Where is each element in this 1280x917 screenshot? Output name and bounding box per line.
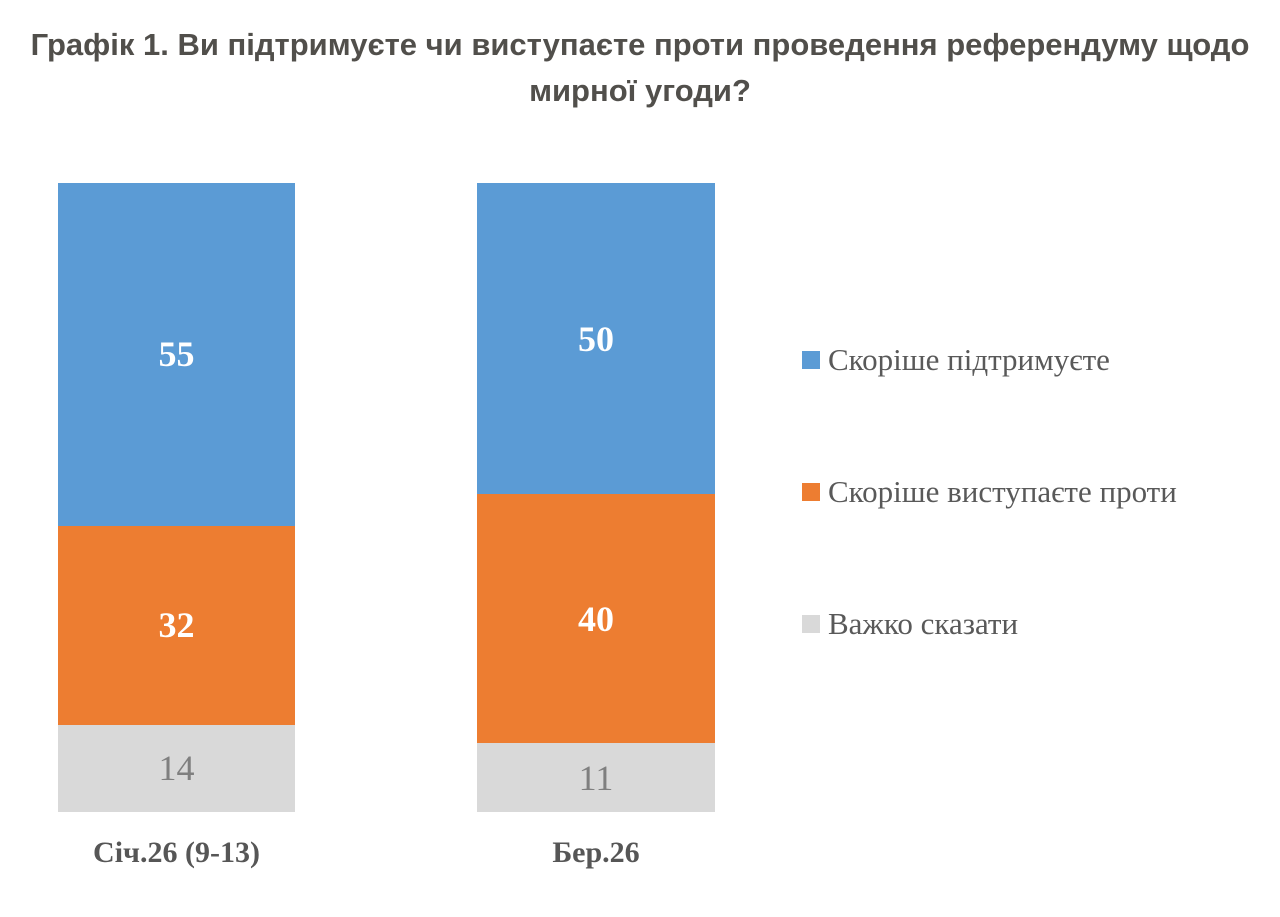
bar-value-label: 40: [578, 598, 614, 639]
bar-value-label: 55: [158, 334, 195, 375]
bar-value-label: 50: [578, 318, 614, 359]
bar-segment-series-0: 55: [58, 183, 295, 526]
stacked-bar-mar: 50 40 11: [477, 183, 715, 812]
bar-segment-series-1: 40: [477, 494, 715, 744]
bar-segment-series-2: 14: [58, 724, 295, 812]
legend-label-hard-to-say: Важко сказати: [828, 606, 1019, 641]
legend-item-oppose: Скоріше виступаєте проти: [802, 470, 1177, 514]
legend-swatch-orange-icon: [802, 483, 820, 501]
category-label-jan: Січ.26 (9-13): [93, 836, 260, 869]
bar-segment-series-1: 32: [58, 525, 295, 725]
legend-item-support: Скоріше підтримуєте: [802, 338, 1177, 382]
legend-swatch-gray-icon: [802, 615, 820, 633]
category-label-mar: Бер.26: [552, 836, 640, 869]
legend-label-support: Скоріше підтримуєте: [828, 342, 1110, 377]
bar-value-label: 32: [158, 605, 195, 646]
bar-segment-series-2: 11: [477, 743, 715, 812]
bar-segment-series-0: 50: [477, 183, 715, 495]
legend-item-hard-to-say: Важко сказати: [802, 602, 1177, 646]
bar-group-jan: 55 32 14 Січ.26 (9-13): [58, 183, 295, 869]
bar-group-mar: 50 40 11 Бер.26: [477, 183, 715, 869]
bar-value-label: 14: [158, 748, 195, 789]
stacked-bar-jan: 55 32 14: [58, 183, 295, 812]
chart-title: Графік 1. Ви підтримуєте чи виступаєте п…: [30, 27, 1250, 108]
legend-label-oppose: Скоріше виступаєте проти: [828, 474, 1177, 509]
bar-value-label: 11: [578, 757, 614, 798]
legend-swatch-blue-icon: [802, 351, 820, 369]
chart-legend: Скоріше підтримуєте Скоріше виступаєте п…: [802, 338, 1177, 734]
